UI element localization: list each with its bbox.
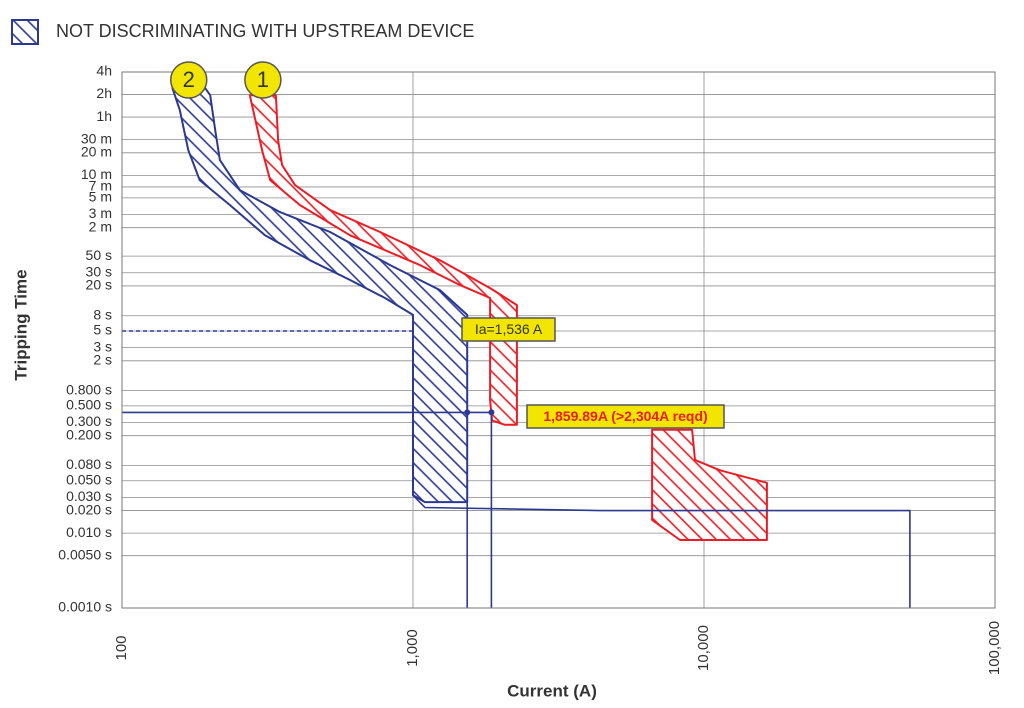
point-marker [464,409,471,416]
y-tick-label: 0.080 s [66,456,112,472]
y-tick-label: 30 m [81,130,112,146]
trip-band [651,428,768,541]
trip-band [248,94,518,426]
y-tick-label: 0.0050 s [58,546,112,562]
legend-icon [11,19,39,45]
device-label: 2 [183,67,195,92]
point-marker [488,409,495,416]
y-tick-label: 10 m [81,166,112,182]
x-tick-label: 10,000 [695,625,712,671]
y-tick-label: 0.0010 s [58,599,112,615]
plot-frame [121,71,996,609]
y-tick-label: 4h [96,63,112,79]
x-tick-label: 100 [113,635,130,660]
y-tick-label: 2 s [93,352,112,368]
annotation-text: 1,859.89A (>2,304A reqd) [543,408,707,424]
y-tick-label: 7 m [89,178,112,194]
y-tick-label: 2h [96,85,112,101]
y-tick-label: 3 s [93,338,112,354]
y-tick-label: 30 s [86,263,112,279]
setting-line [412,494,911,608]
y-tick-label: 20 m [81,144,112,160]
annotation-box [526,404,725,429]
y-tick-label: 5 m [89,189,112,205]
y-tick-label: 2 m [89,218,112,234]
x-tick-label: 1,000 [404,629,421,667]
y-tick-label: 0.500 s [66,397,112,413]
y-tick-label: 50 s [86,247,112,263]
device-badge [169,61,208,99]
y-tick-label: 5 s [93,322,112,338]
y-axis-title: Tripping Time [11,269,30,380]
y-tick-label: 0.010 s [66,524,112,540]
y-tick-label: 0.800 s [66,381,112,397]
y-tick-label: 3 m [89,205,112,221]
y-tick-label: 8 s [93,306,112,322]
trip-band [171,87,469,504]
legend-label: NOT DISCRIMINATING WITH UPSTREAM DEVICE [56,21,474,41]
y-tick-label: 1h [96,108,112,124]
device-badge [244,61,282,99]
x-axis-title: Current (A) [507,681,597,700]
annotation-box [461,317,556,342]
y-tick-label: 0.300 s [66,413,112,429]
y-tick-label: 0.050 s [66,471,112,487]
y-tick-label: 0.020 s [66,501,112,517]
y-tick-label: 20 s [86,277,112,293]
y-tick-label: 0.200 s [66,426,112,442]
x-tick-label: 100,000 [986,621,1003,675]
y-tick-label: 0.030 s [66,488,112,504]
device-label: 1 [257,67,269,92]
annotation-text: Ia=1,536 A [475,321,543,337]
